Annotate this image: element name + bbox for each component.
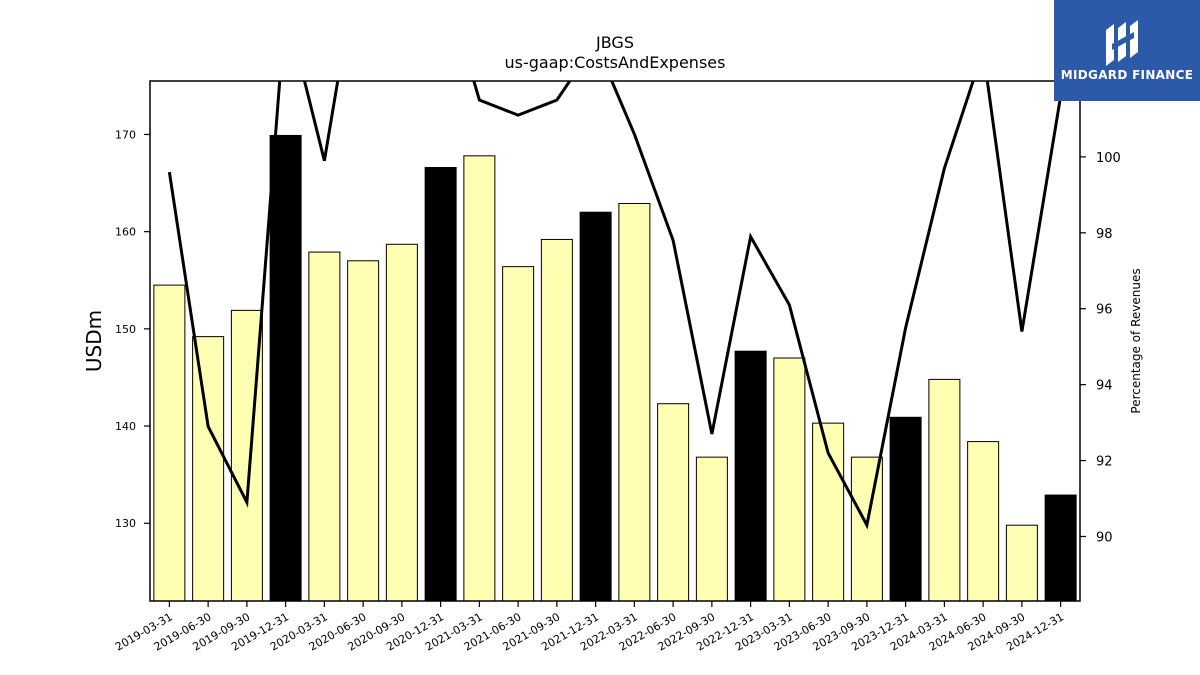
y-tick-label: 140 <box>115 420 136 433</box>
bar <box>1044 494 1077 601</box>
bar <box>308 251 341 601</box>
series-line <box>167 81 1063 530</box>
bar <box>657 403 690 601</box>
y-tick-label: 130 <box>115 517 136 530</box>
logo-mark-icon <box>1054 0 1200 101</box>
bar <box>579 211 612 601</box>
logo-text: MIDGARD FINANCE <box>1060 68 1194 82</box>
y-tick-label: 150 <box>115 323 136 336</box>
bar <box>424 167 457 601</box>
plot-frame <box>149 80 1081 602</box>
bar <box>540 238 573 601</box>
bar <box>502 266 535 601</box>
y2-tick-label: 94 <box>1096 379 1113 394</box>
y2-tick-label: 92 <box>1096 455 1113 470</box>
bar <box>192 336 225 601</box>
line-group <box>167 81 1063 530</box>
y2-tick-label: 98 <box>1096 227 1113 242</box>
chart-title: JBGS <box>595 33 634 52</box>
bar <box>347 260 380 601</box>
chart-subtitle: us-gaap:CostsAndExpenses <box>505 53 726 72</box>
y2-axis-label: Percentage of Revenues <box>1129 268 1143 413</box>
midgard-finance-logo: MIDGARD FINANCE <box>1054 0 1200 101</box>
bar <box>850 456 883 601</box>
bar <box>618 202 651 601</box>
bar <box>928 378 961 601</box>
bar <box>269 134 302 601</box>
y-axis-label: USDm <box>82 310 106 372</box>
bar <box>889 416 922 601</box>
y-tick-label: 170 <box>115 128 136 141</box>
y2-tick-label: 100 <box>1096 151 1121 166</box>
bar <box>463 155 496 601</box>
bar <box>385 243 418 601</box>
bar <box>734 350 767 601</box>
y2-tick-label: 96 <box>1096 303 1113 318</box>
bar <box>773 357 806 601</box>
bar <box>153 284 186 601</box>
bar <box>967 441 1000 601</box>
bar-group <box>153 134 1077 601</box>
bar <box>695 456 728 601</box>
bar <box>1005 524 1038 601</box>
y-tick-label: 160 <box>115 226 136 239</box>
y2-tick-label: 90 <box>1096 530 1113 545</box>
